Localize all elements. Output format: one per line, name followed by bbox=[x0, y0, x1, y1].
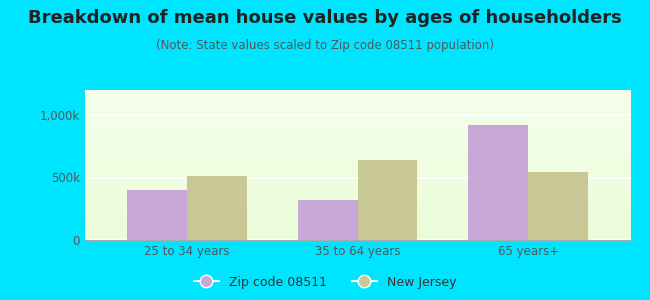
Bar bbox=[528, 172, 588, 240]
Bar bbox=[298, 200, 358, 240]
Bar bbox=[469, 125, 528, 240]
Bar bbox=[127, 190, 187, 240]
Bar bbox=[187, 176, 246, 240]
Bar bbox=[358, 160, 417, 240]
Text: (Note: State values scaled to Zip code 08511 population): (Note: State values scaled to Zip code 0… bbox=[156, 39, 494, 52]
Legend: Zip code 08511, New Jersey: Zip code 08511, New Jersey bbox=[188, 271, 462, 294]
Text: Breakdown of mean house values by ages of householders: Breakdown of mean house values by ages o… bbox=[28, 9, 622, 27]
